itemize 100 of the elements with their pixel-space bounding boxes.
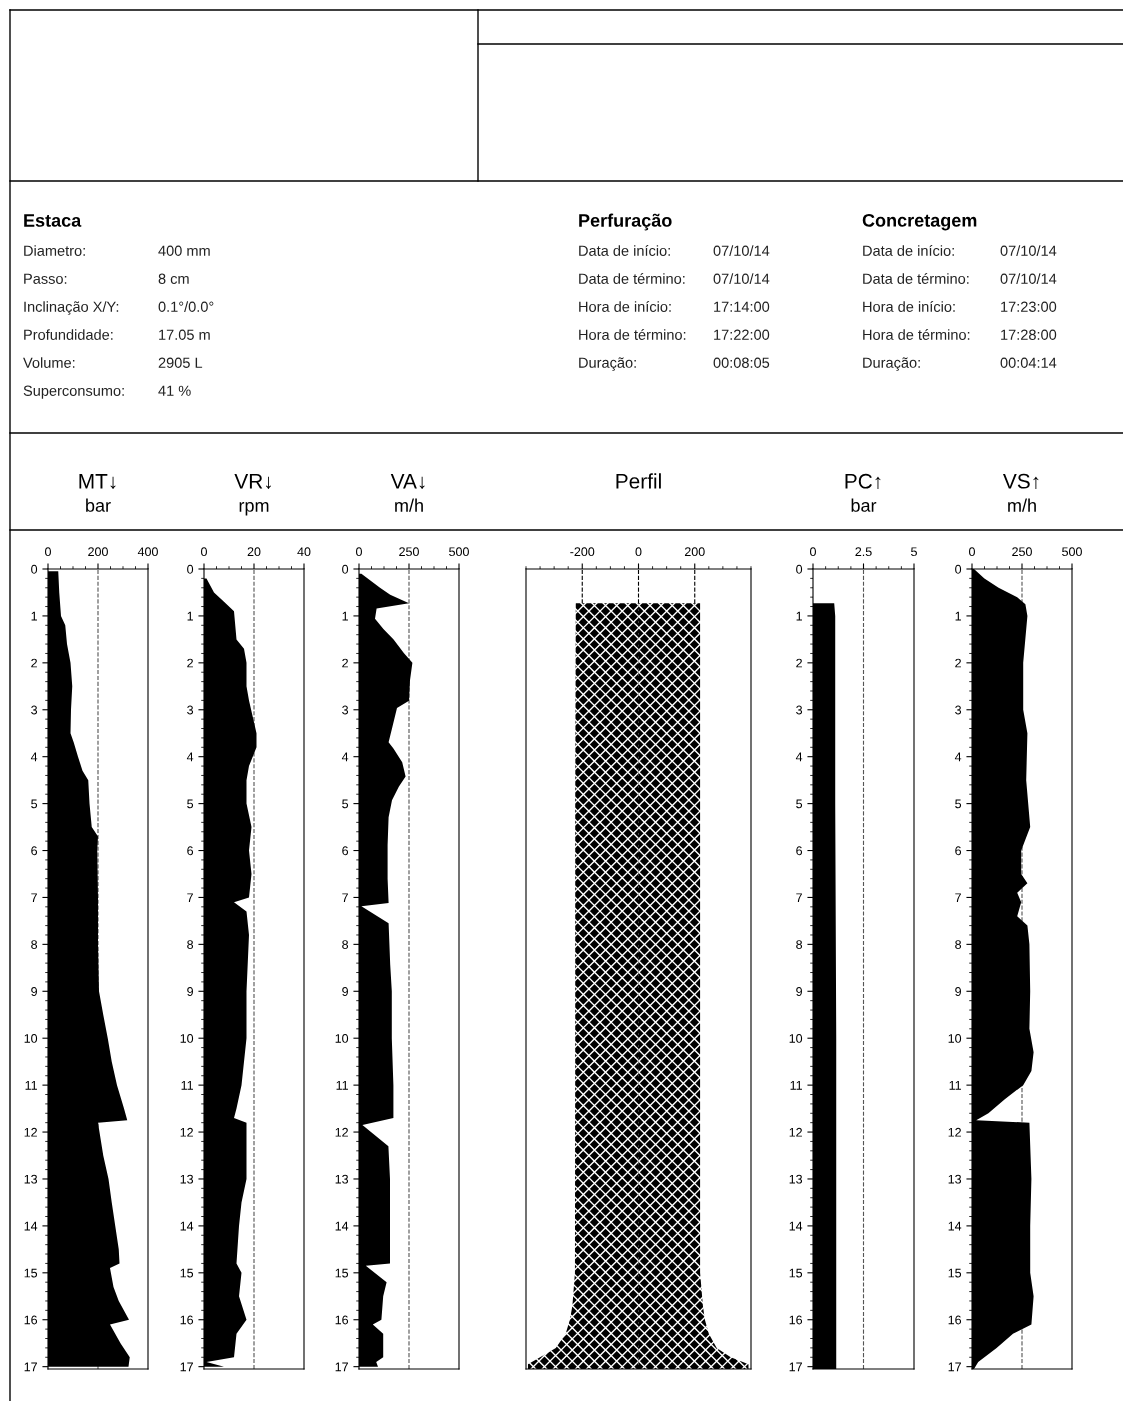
y-tick-label: 0 — [955, 564, 962, 574]
y-tick-label: 9 — [796, 987, 802, 996]
x-tick-label: 500 — [449, 547, 469, 557]
text: Data de início: — [579, 245, 670, 256]
y-tick-label: 6 — [796, 846, 803, 856]
y-tick-label: 10 — [180, 1034, 194, 1043]
text: 00:04:14 — [1000, 357, 1057, 368]
text: 41 % — [158, 385, 191, 396]
y-tick-label: 5 — [955, 799, 962, 809]
text: 17.05 m — [159, 329, 210, 340]
y-tick-label: 16 — [335, 1315, 349, 1325]
y-tick-label: 7 — [31, 893, 37, 902]
y-tick-label: 2 — [31, 658, 37, 668]
y-tick-label: 15 — [335, 1268, 349, 1278]
text: 17:22:00 — [714, 329, 770, 340]
x-tick-label: -200 — [570, 547, 595, 557]
y-tick-label: 16 — [948, 1315, 962, 1325]
y-tick-label: 11 — [949, 1081, 961, 1090]
text: Hora de início: — [579, 301, 671, 312]
y-tick-label: 13 — [948, 1174, 962, 1184]
y-tick-label: 10 — [948, 1034, 962, 1043]
x-tick-label: 0 — [810, 547, 816, 557]
text: Concretagem — [862, 213, 977, 231]
y-tick-label: 12 — [948, 1127, 961, 1137]
text: Data de término: — [863, 273, 969, 284]
y-tick-label: 17 — [948, 1362, 961, 1372]
chart-title: VR↓ — [234, 474, 271, 490]
y-tick-label: 12 — [24, 1127, 37, 1137]
y-tick-label: 2 — [955, 658, 961, 668]
y-tick-label: 7 — [187, 893, 193, 902]
chart-subtitle: bar — [86, 498, 111, 512]
text: Perfuração — [579, 213, 672, 231]
y-tick-label: 1 — [31, 611, 37, 621]
chart-title: PC↑ — [845, 473, 881, 490]
text: Hora de término: — [579, 329, 686, 340]
x-tick-label: 0 — [356, 547, 362, 557]
text: 17:14:00 — [714, 301, 770, 312]
y-tick-label: 17 — [789, 1362, 802, 1372]
x-tick-label: 0 — [969, 547, 975, 557]
text: Duração: — [863, 357, 920, 371]
text: Diametro: — [24, 245, 85, 256]
x-tick-label: 250 — [399, 547, 419, 557]
text: 8 cm — [158, 273, 189, 284]
x-tick-label: 0 — [201, 547, 207, 557]
y-tick-label: 11 — [25, 1081, 37, 1090]
y-tick-label: 14 — [948, 1221, 962, 1231]
text: Data de término: — [579, 273, 685, 284]
y-tick-label: 9 — [342, 987, 348, 996]
text: Hora de término: — [863, 329, 970, 340]
y-tick-label: 14 — [789, 1221, 803, 1231]
y-tick-label: 6 — [955, 846, 962, 856]
y-tick-label: 8 — [796, 940, 803, 950]
text: Profundidade: — [24, 329, 113, 340]
y-tick-label: 8 — [342, 940, 349, 950]
y-tick-label: 6 — [31, 846, 38, 856]
y-tick-label: 7 — [342, 893, 348, 902]
y-tick-label: 17 — [335, 1362, 348, 1372]
y-tick-label: 3 — [187, 705, 194, 715]
y-tick-label: 13 — [789, 1174, 803, 1184]
y-tick-label: 7 — [796, 893, 802, 902]
x-tick-label: 5 — [911, 547, 917, 557]
y-tick-label: 3 — [342, 705, 349, 715]
chart-subtitle: rpm — [239, 501, 269, 516]
y-tick-label: 14 — [24, 1221, 38, 1231]
text: 0.1°/0.0° — [158, 301, 214, 312]
y-tick-label: 9 — [187, 987, 193, 996]
y-tick-label: 8 — [31, 940, 38, 950]
text: Volume: — [23, 357, 75, 368]
text: 07/10/14 — [713, 245, 770, 256]
text: Superconsumo: — [23, 385, 124, 399]
x-tick-label: 40 — [297, 547, 311, 557]
chart-title: VS↑ — [1002, 473, 1039, 490]
y-tick-label: 2 — [796, 658, 802, 668]
y-tick-label: 15 — [24, 1268, 38, 1278]
y-tick-label: 5 — [31, 799, 38, 809]
text: 2905 L — [158, 357, 203, 368]
y-tick-label: 10 — [24, 1034, 38, 1043]
y-tick-label: 0 — [796, 564, 803, 574]
y-tick-label: 12 — [789, 1127, 802, 1137]
y-tick-label: 5 — [796, 799, 803, 809]
y-tick-label: 0 — [31, 564, 38, 574]
chart-title: VA↓ — [390, 474, 425, 490]
x-tick-label: 400 — [137, 547, 158, 557]
y-tick-label: 12 — [335, 1127, 348, 1137]
text: 07/10/14 — [1000, 245, 1057, 256]
text: 07/10/14 — [1000, 273, 1057, 284]
chart-title: Perfil — [616, 473, 661, 489]
y-tick-label: 10 — [789, 1034, 803, 1043]
y-tick-label: 15 — [180, 1268, 194, 1278]
text: Data de início: — [863, 245, 954, 256]
x-tick-label: 0 — [635, 547, 642, 557]
y-tick-label: 5 — [187, 799, 194, 809]
chart-title: MT↓ — [79, 474, 116, 490]
y-tick-label: 6 — [187, 846, 194, 856]
y-tick-label: 11 — [790, 1081, 802, 1090]
y-tick-label: 3 — [955, 705, 962, 715]
y-tick-label: 13 — [180, 1174, 194, 1184]
x-tick-label: 2.5 — [855, 547, 872, 557]
y-tick-label: 1 — [342, 611, 348, 621]
y-tick-label: 11 — [336, 1081, 348, 1090]
